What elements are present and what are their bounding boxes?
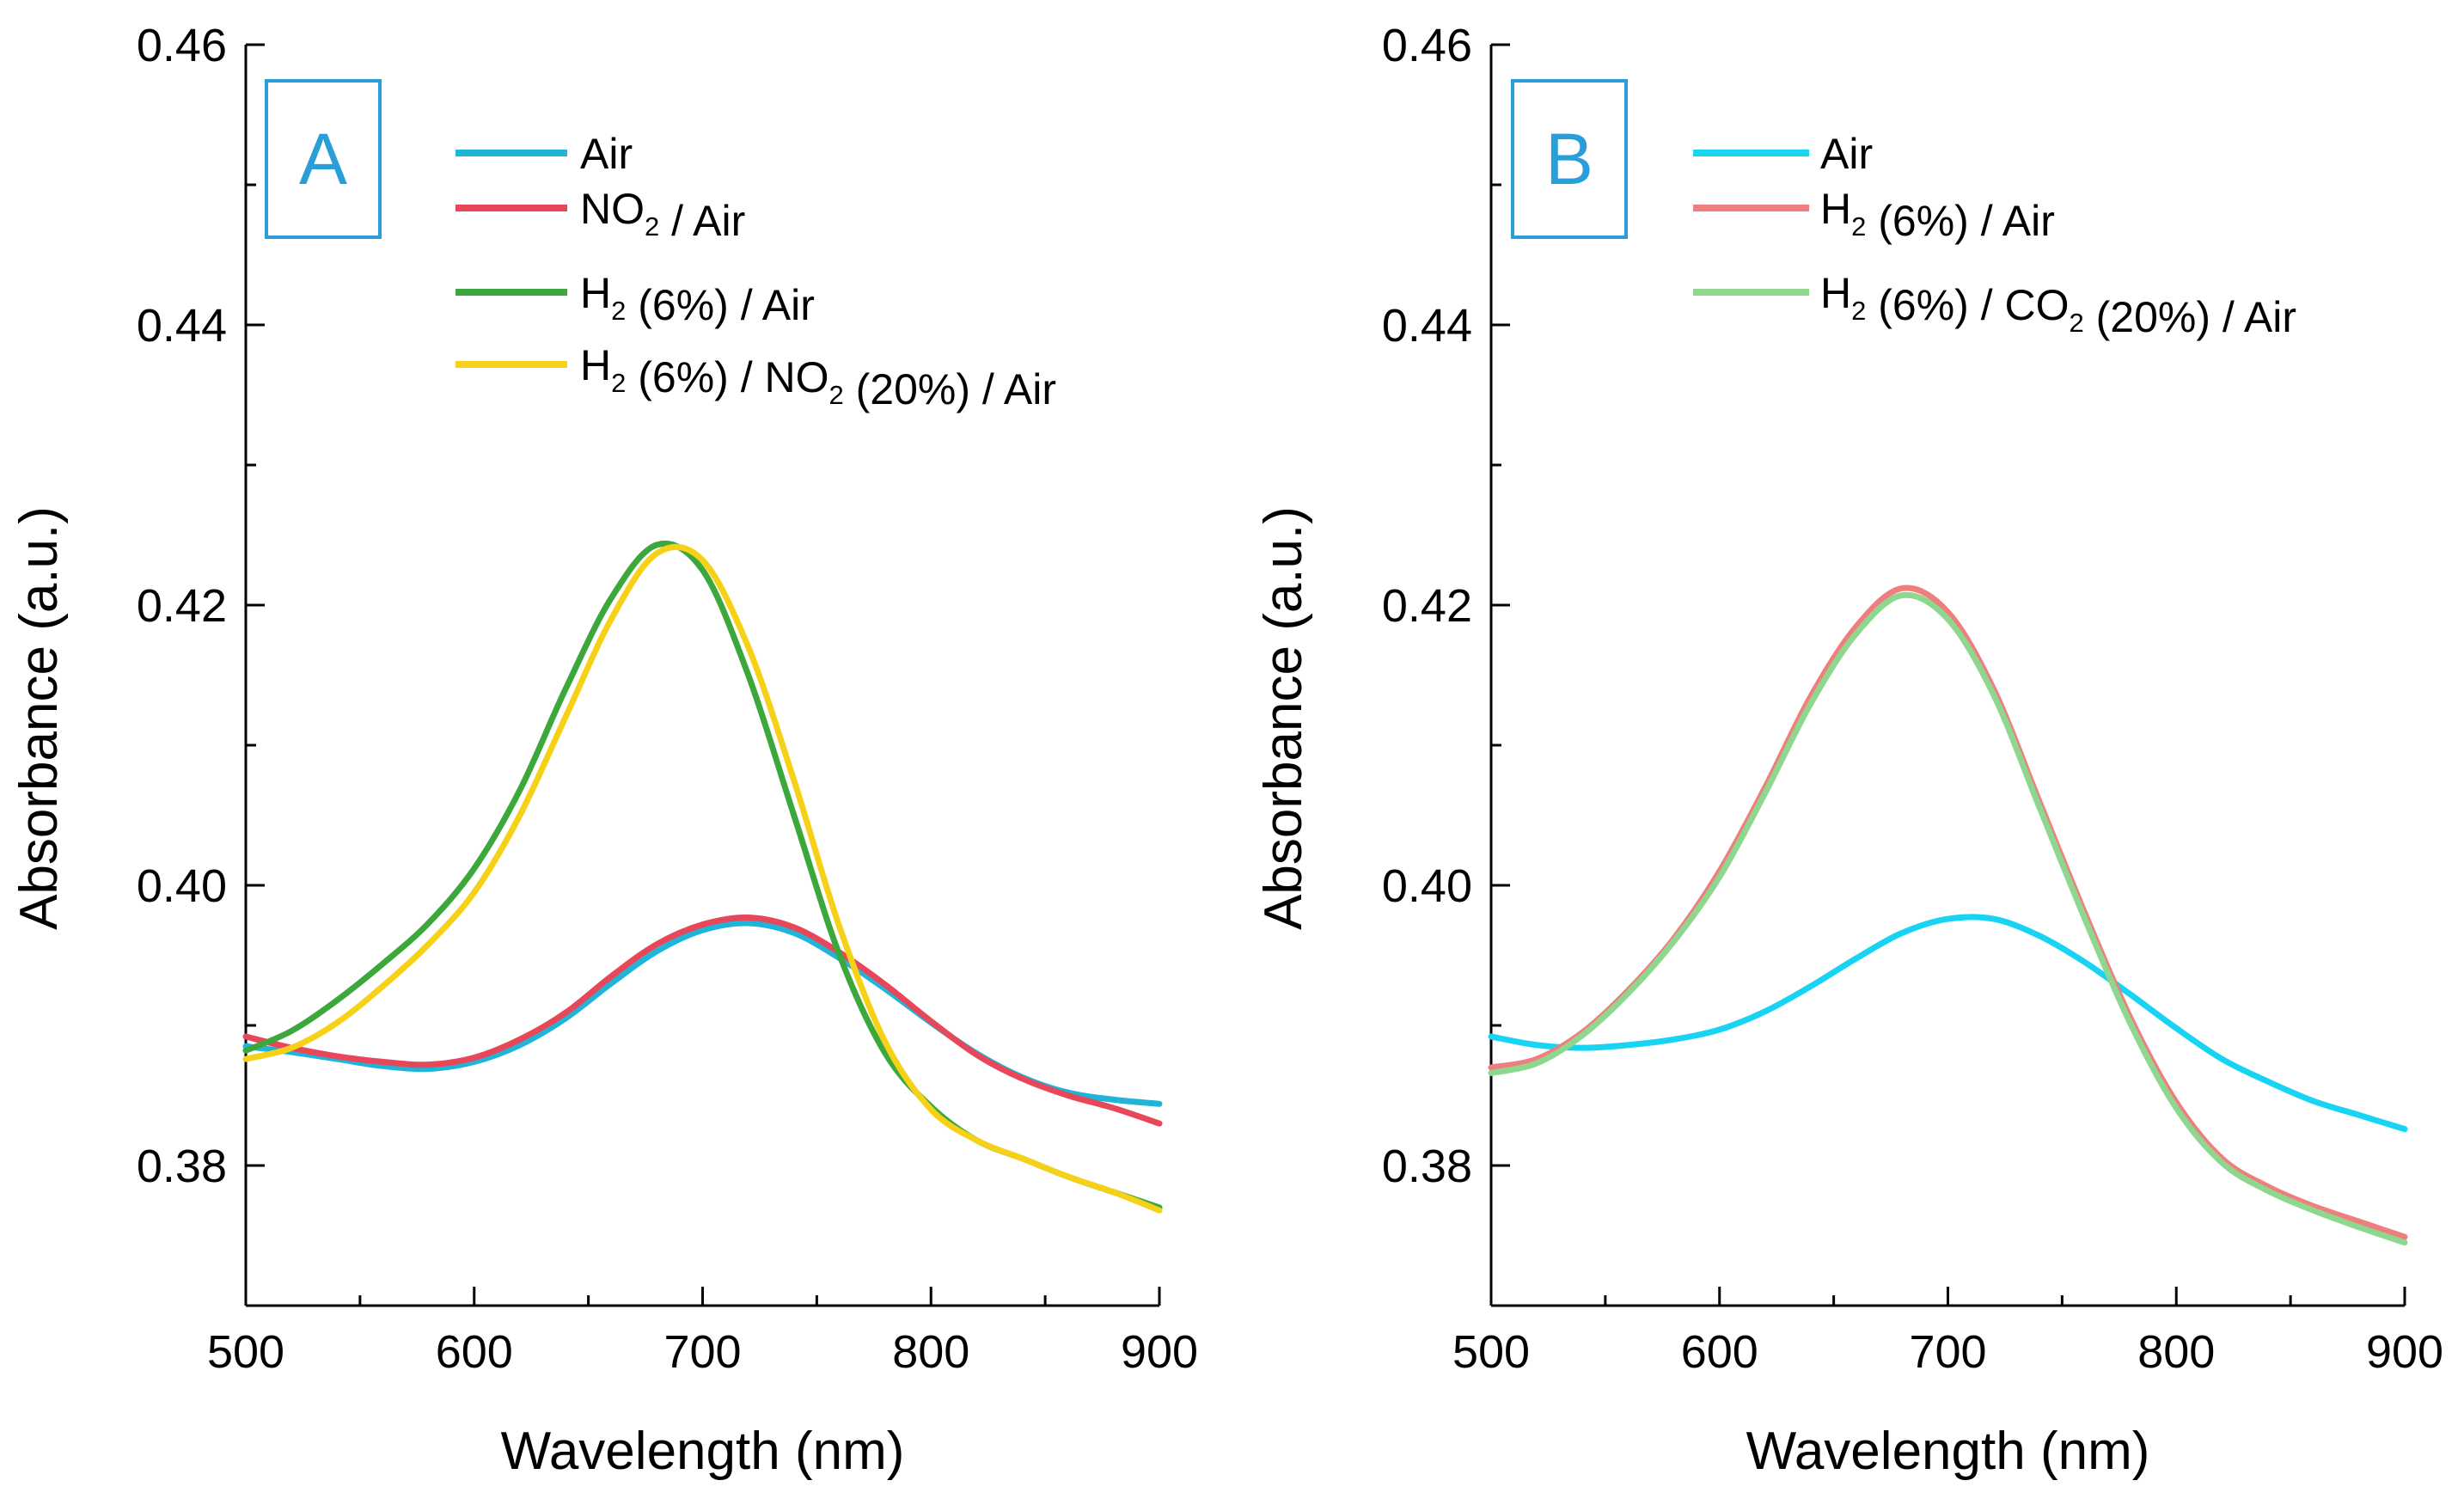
legend-label-3: H2 (6%) / CO2 (20%) / Air [1820,269,2296,341]
legend-label-3: H2 (6%) / Air [580,269,815,329]
legend-label-1: Air [1820,130,1873,178]
x-tick-label: 800 [892,1326,969,1378]
y-tick-label: 0.38 [137,1141,227,1192]
x-axis-title: Wavelength (nm) [1746,1422,2150,1481]
x-tick-label: 900 [1121,1326,1198,1378]
y-tick-label: 0.44 [1382,300,1472,352]
legend-label-2: H2 (6%) / Air [1820,185,2055,245]
y-tick-label: 0.40 [1382,860,1472,912]
x-tick-label: 500 [207,1326,284,1378]
legend: Air H2 (6%) / Air H2 (6%) / CO2 (20%) / Ai… [1693,130,2296,341]
chart-panel-a: 500 600 700 800 900 0.38 0.40 0.42 0.44 0.46 Wavel… [9,20,1198,1481]
panel-label: B [1545,119,1593,199]
legend: Air NO2 / Air H2 (6%) / Air H2 (6%) / NO2 (… [456,130,1056,413]
legend-label-1: Air [580,130,633,178]
x-axis-title: Wavelength (nm) [501,1422,905,1481]
x-tick-label: 900 [2366,1326,2443,1378]
x-tick-label: 600 [1681,1326,1758,1378]
chart-panel-b: 500 600 700 800 900 0.38 0.40 0.42 0.44 0.46 Wavel… [1254,20,2443,1481]
panel-label: A [299,119,347,199]
panel-label-box [1511,79,1628,239]
series-line-4 [242,543,1163,1214]
x-tick-label: 700 [1909,1326,1986,1378]
panel-label-box [265,79,382,239]
y-tick-label: 0.46 [1382,20,1472,71]
y-axis-title: Absorbance (a.u.) [9,506,69,930]
y-tick-label: 0.40 [137,860,227,912]
x-tick-label: 800 [2137,1326,2215,1378]
y-tick-label: 0.38 [1382,1141,1472,1192]
x-tick-label: 700 [663,1326,741,1378]
series-line-3 [242,541,1163,1211]
y-tick-label: 0.44 [137,300,227,352]
series-line-3 [1488,591,2408,1246]
series-line-2 [1488,584,2408,1240]
legend-label-2: NO2 / Air [580,185,745,245]
series-line-2 [242,914,1163,1127]
x-tick-label: 600 [436,1326,513,1378]
series-line-1 [1488,914,2408,1133]
legend-label-4: H2 (6%) / NO2 (20%) / Air [580,341,1056,413]
y-tick-label: 0.46 [137,20,227,71]
y-tick-label: 0.42 [137,580,227,632]
y-tick-label: 0.42 [1382,580,1472,632]
x-tick-label: 500 [1452,1326,1530,1378]
y-axis-title: Absorbance (a.u.) [1254,506,1313,930]
